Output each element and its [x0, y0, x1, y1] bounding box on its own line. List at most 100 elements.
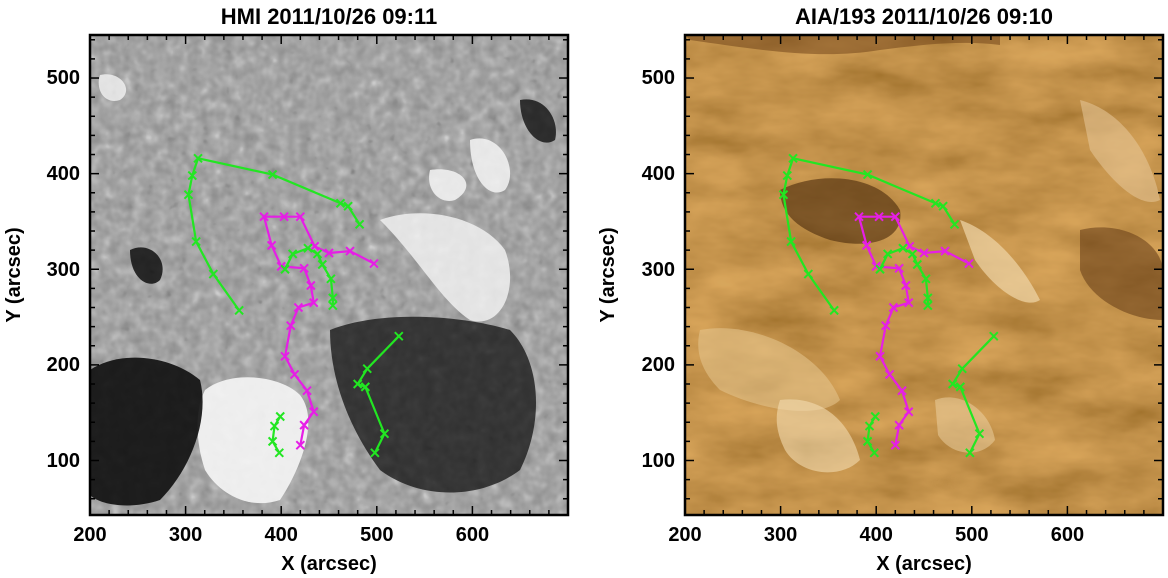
aia-track-marker: [869, 448, 879, 458]
aia-xlabel: X (arcsec): [876, 553, 972, 575]
hmi-track-marker: [360, 382, 371, 392]
hmi-track-marker: [191, 236, 201, 247]
hmi-track-marker: [379, 429, 390, 439]
aia-track-marker: [965, 448, 975, 458]
aia-ytick-500: 500: [642, 67, 675, 89]
hmi-track-marker: [183, 189, 194, 200]
aia-track-marker: [919, 248, 929, 258]
aia-track-marker: [778, 189, 789, 200]
hmi-xtick-500: 500: [360, 524, 393, 546]
aia-xtick-500: 500: [955, 524, 988, 546]
aia-track-marker: [898, 243, 908, 253]
hmi-track-marker: [308, 298, 319, 308]
hmi-ytick-400: 400: [47, 163, 80, 185]
aia-track-marker: [884, 369, 895, 380]
hmi-xtick-200: 200: [73, 524, 106, 546]
aia-frame: [683, 33, 1165, 517]
aia-track-marker: [888, 302, 899, 313]
aia-ytick-200: 200: [642, 354, 675, 376]
aia-title: AIA/193 2011/10/26 09:10: [795, 4, 1053, 29]
aia-track-marker: [923, 293, 933, 303]
hmi-track-marker: [328, 293, 338, 303]
aia-track-marker: [903, 407, 914, 417]
hmi-xtick-300: 300: [169, 524, 202, 546]
aia-track-marker: [955, 382, 966, 392]
aia-track-marker: [882, 249, 893, 259]
hmi-track-marker: [295, 211, 306, 222]
aia-panel: AIA/193 2011/10/26 09:10 200 300 400 500…: [597, 4, 1165, 575]
hmi-track-marker: [299, 263, 309, 274]
aia-track-marker: [875, 351, 885, 361]
hmi-track-marker: [394, 331, 404, 341]
hmi-track-marker: [328, 300, 338, 311]
aia-ytick-300: 300: [642, 259, 675, 281]
hmi-track-marker: [259, 211, 269, 222]
aia-track-marker: [903, 298, 914, 308]
hmi-ytick-100: 100: [47, 450, 80, 472]
hmi-track-marker: [362, 363, 372, 374]
hmi-track-marker: [354, 219, 365, 230]
aia-track-marker: [786, 236, 796, 247]
aia-track-marker: [989, 331, 999, 341]
aia-track-marker: [854, 211, 864, 222]
aia-track-marker: [912, 259, 923, 270]
hmi-track-marker: [187, 170, 197, 181]
hmi-track-marker: [267, 169, 278, 180]
hmi-track-green-4: [271, 415, 282, 454]
aia-track-marker: [894, 420, 904, 430]
hmi-track-marker: [317, 259, 328, 270]
hmi-track-marker: [208, 269, 219, 279]
hmi-axis-ticks: [89, 35, 569, 515]
aia-track-marker: [907, 249, 918, 259]
aia-xtick-400: 400: [860, 524, 893, 546]
hmi-track-marker: [280, 264, 290, 274]
aia-track-marker: [923, 300, 933, 311]
aia-xtick-600: 600: [1051, 524, 1084, 546]
hmi-track-marker: [279, 211, 289, 222]
aia-image: [685, 35, 1163, 515]
hmi-track-marker: [299, 420, 309, 430]
hmi-track-marker: [326, 274, 336, 284]
hmi-track-marker: [302, 385, 312, 396]
hmi-track-marker: [306, 280, 316, 291]
hmi-track-marker: [345, 246, 355, 256]
hmi-title: HMI 2011/10/26 09:11: [221, 4, 438, 29]
aia-track-marker: [864, 421, 875, 431]
aia-track-marker: [788, 153, 798, 164]
hmi-track-marker: [234, 305, 244, 316]
hmi-track-marker: [274, 448, 284, 458]
hmi-ytick-500: 500: [47, 67, 80, 89]
aia-track-marker: [949, 219, 960, 230]
aia-axis-ticks: [684, 35, 1164, 515]
hmi-track-marker: [308, 407, 319, 417]
aia-ylabel: Y (arcsec): [597, 227, 619, 322]
hmi-track-marker: [269, 421, 280, 431]
hmi-track-marker: [343, 201, 353, 211]
aia-track-marker: [829, 305, 839, 316]
aia-track-marker: [862, 436, 873, 447]
aia-track-marker: [940, 246, 950, 256]
hmi-track-marker: [335, 198, 346, 208]
hmi-panel: HMI 2011/10/26 09:11 200 300 400 500 600…: [3, 4, 570, 575]
hmi-track-green-2: [284, 247, 334, 306]
hmi-ytick-300: 300: [47, 259, 80, 281]
aia-track-green-3: [951, 335, 995, 454]
aia-track-marker: [890, 211, 901, 222]
aia-track-marker: [974, 429, 985, 439]
aia-track-marker: [947, 379, 958, 389]
hmi-track-marker: [289, 369, 300, 380]
aia-track-marker: [904, 241, 915, 252]
hmi-xlabel: X (arcsec): [281, 553, 377, 575]
hmi-track-marker: [266, 240, 277, 251]
aia-tracks: [778, 153, 999, 458]
aia-track-marker: [930, 198, 941, 208]
aia-track-green-0: [782, 157, 956, 312]
hmi-track-marker: [324, 248, 334, 258]
aia-track-marker: [938, 201, 948, 211]
aia-xtick-200: 200: [668, 524, 701, 546]
hmi-track-marker: [293, 302, 304, 313]
hmi-track-marker: [309, 241, 320, 252]
hmi-track-marker: [369, 258, 379, 269]
hmi-track-marker: [267, 436, 278, 447]
